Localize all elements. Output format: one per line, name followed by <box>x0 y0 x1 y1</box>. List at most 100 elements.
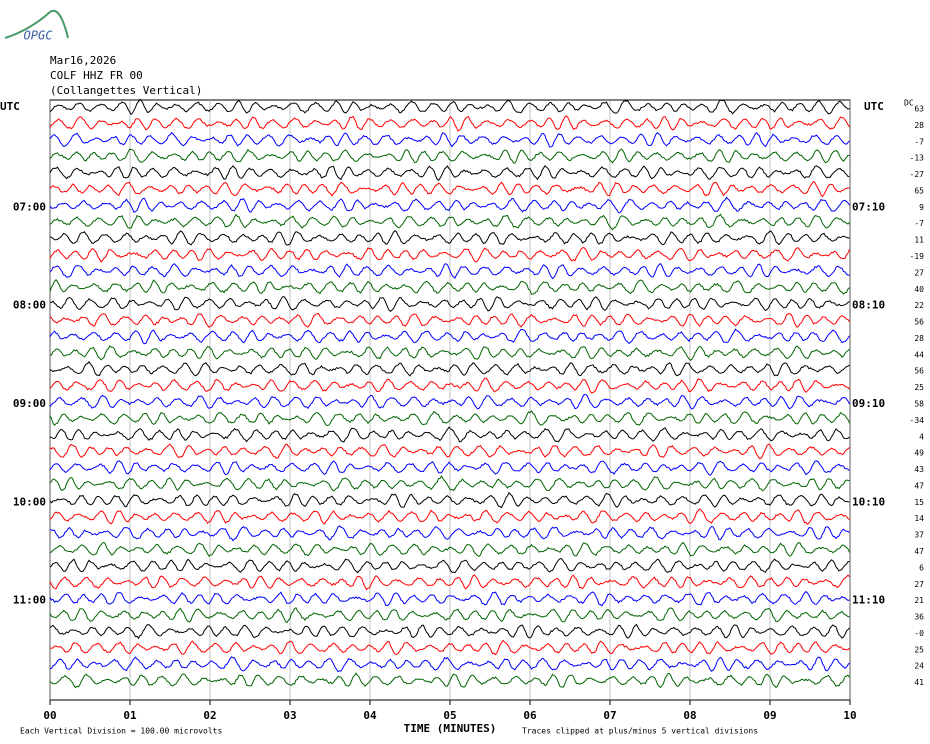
dc-offset: 25 <box>914 645 924 654</box>
seismic-trace <box>49 541 850 558</box>
dc-offset: 37 <box>914 531 924 540</box>
left-hour-label: 07:00 <box>13 200 46 213</box>
dc-offset: 56 <box>914 318 924 327</box>
seismic-trace <box>49 475 850 492</box>
left-hour-label: 09:00 <box>13 397 46 410</box>
right-hour-label: 07:10 <box>852 200 885 213</box>
dc-offset: 58 <box>914 400 924 409</box>
dc-offset: 9 <box>919 203 924 212</box>
x-tick-label: 03 <box>283 709 296 722</box>
x-tick-label: 08 <box>683 709 696 722</box>
seismic-trace <box>49 656 850 673</box>
seismic-trace <box>49 98 850 116</box>
dc-offset: 47 <box>914 547 924 556</box>
left-hour-label: 10:00 <box>13 495 46 508</box>
dc-offset: 43 <box>914 465 924 474</box>
x-axis-label: TIME (MINUTES) <box>404 722 497 735</box>
x-tick-label: 06 <box>523 709 537 722</box>
seismic-trace <box>49 131 850 148</box>
dc-offset: 44 <box>914 350 924 359</box>
seismic-trace <box>49 196 850 214</box>
seismic-trace <box>49 672 850 689</box>
dc-offset: -27 <box>910 170 925 179</box>
left-hour-label: 11:00 <box>13 594 46 607</box>
seismic-trace <box>49 623 850 640</box>
seismic-trace <box>49 574 850 591</box>
x-tick-label: 01 <box>123 709 137 722</box>
seismic-trace <box>49 393 850 410</box>
dc-offset: -13 <box>910 154 925 163</box>
seismic-trace <box>49 426 850 443</box>
x-tick-label: 09 <box>763 709 776 722</box>
x-tick-label: 04 <box>363 709 377 722</box>
seismic-trace <box>49 279 850 295</box>
seismic-trace <box>49 148 850 164</box>
dc-offset: 63 <box>914 105 924 114</box>
dc-offset: 25 <box>914 383 924 392</box>
dc-offset: 22 <box>914 301 924 310</box>
station-name: (Collangettes Vertical) <box>50 84 202 97</box>
right-hour-label: 11:10 <box>852 594 885 607</box>
dc-offset: 49 <box>914 449 924 458</box>
seismic-trace <box>49 558 850 574</box>
dc-offset: 65 <box>914 186 924 195</box>
seismic-trace <box>49 345 850 361</box>
dc-offset: 11 <box>914 236 924 245</box>
dc-offset: 41 <box>914 678 924 687</box>
seismic-trace <box>49 296 850 312</box>
dc-offset: 14 <box>914 514 924 523</box>
dc-offset: -19 <box>910 252 925 261</box>
logo: OPGC <box>24 29 54 43</box>
seismic-trace <box>49 180 850 198</box>
seismic-trace <box>49 312 850 328</box>
seismic-trace <box>49 164 850 182</box>
dc-offset: 36 <box>914 613 924 622</box>
seismic-trace <box>49 377 850 394</box>
seismic-trace <box>49 491 850 509</box>
seismic-trace <box>49 262 850 280</box>
dc-label: DC <box>904 99 914 108</box>
dc-offset: -34 <box>910 416 925 425</box>
dc-offset: -7 <box>914 219 924 228</box>
x-tick-label: 05 <box>443 709 456 722</box>
x-tick-label: 00 <box>43 709 56 722</box>
dc-offset: -7 <box>914 137 924 146</box>
x-tick-label: 10 <box>843 709 856 722</box>
seismic-trace <box>49 213 850 231</box>
seismic-trace <box>49 607 850 624</box>
dc-offset: 40 <box>914 285 924 294</box>
seismic-trace <box>49 247 850 263</box>
dc-offset: 28 <box>914 334 924 343</box>
dc-offset: 15 <box>914 498 924 507</box>
dc-offset: 24 <box>914 662 924 671</box>
clip-note: Traces clipped at plus/minus 5 vertical … <box>522 727 758 736</box>
dc-offset: 27 <box>914 580 924 589</box>
dc-offset: 4 <box>919 432 924 441</box>
seismic-trace <box>49 443 850 460</box>
date: Mar16,2026 <box>50 54 116 67</box>
seismic-trace <box>49 360 850 377</box>
logo-mark <box>4 9 69 39</box>
seismic-trace <box>49 525 850 542</box>
seismic-trace <box>49 230 850 246</box>
left-timezone: UTC <box>0 100 20 113</box>
dc-offset: 21 <box>914 596 924 605</box>
seismic-trace <box>49 115 850 132</box>
seismic-trace <box>49 328 850 345</box>
left-hour-label: 08:00 <box>13 299 46 312</box>
dc-offset: -0 <box>914 629 924 638</box>
x-tick-label: 07 <box>603 709 616 722</box>
x-tick-label: 02 <box>203 709 216 722</box>
right-hour-label: 10:10 <box>852 495 885 508</box>
seismic-trace <box>49 410 850 427</box>
scale-note: Each Vertical Division = 100.00 microvol… <box>20 727 222 736</box>
right-timezone: UTC <box>864 100 884 113</box>
right-hour-label: 09:10 <box>852 397 885 410</box>
dc-offset: 27 <box>914 268 924 277</box>
station: COLF HHZ FR 00 <box>50 69 143 82</box>
dc-offset: 6 <box>919 563 924 572</box>
dc-offset: 56 <box>914 367 924 376</box>
seismic-trace <box>49 508 850 526</box>
seismic-trace <box>49 639 850 656</box>
